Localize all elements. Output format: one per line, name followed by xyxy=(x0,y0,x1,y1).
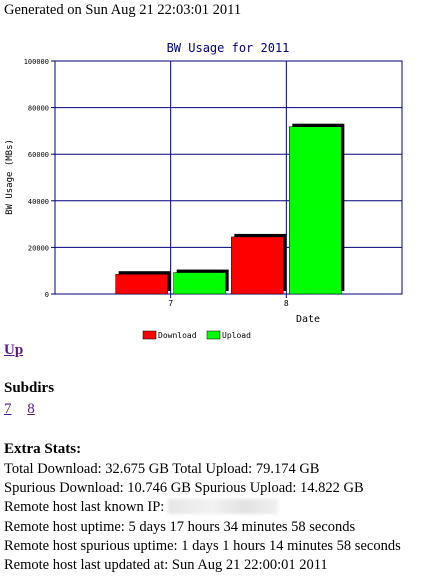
total-transfer-line: Total Download: 32.675 GB Total Upload: … xyxy=(4,461,320,477)
chart-background xyxy=(0,36,443,342)
legend-upload-label: Upload xyxy=(222,331,251,340)
last-updated-line: Remote host last updated at: Sun Aug 21 … xyxy=(4,557,328,574)
subdir-link-7[interactable]: 7 xyxy=(4,401,12,417)
bar-download-8 xyxy=(231,236,284,295)
subdirs-heading: Subdirs xyxy=(4,380,55,396)
legend-download-swatch xyxy=(142,330,157,340)
extra-stats-heading: Extra Stats: xyxy=(4,441,82,457)
legend-download-label: Download xyxy=(158,331,197,340)
y-tick-label-0: 0 xyxy=(45,291,49,299)
x-axis-label: Date xyxy=(296,314,320,325)
up-link[interactable]: Up xyxy=(4,342,24,358)
legend-upload-swatch xyxy=(206,330,221,340)
y-tick-label-2: 40000 xyxy=(28,198,49,206)
y-tick-label-5: 100000 xyxy=(24,58,49,66)
y-axis-label: BW Usage (MBs) xyxy=(5,139,15,215)
x-tick-label-8: 8 xyxy=(284,299,289,308)
x-tick-label-7: 7 xyxy=(168,299,173,308)
bars-group xyxy=(115,123,345,295)
bar-upload-8 xyxy=(289,126,342,295)
spurious-uptime-line: Remote host spurious uptime: 1 days 1 ho… xyxy=(4,537,401,554)
generated-timestamp: Generated on Sun Aug 21 22:03:01 2011 xyxy=(4,2,242,18)
uptime-line: Remote host uptime: 5 days 17 hours 34 m… xyxy=(4,518,356,535)
spurious-transfer-line: Spurious Download: 10.746 GB Spurious Up… xyxy=(4,480,364,497)
bw-usage-chart: BW Usage for 2011 0 20000 40000 60000 80000 1… xyxy=(0,36,443,342)
chart-title: BW Usage for 2011 xyxy=(167,41,290,55)
subdirs-list: 7 8 xyxy=(4,401,47,418)
bar-download-7 xyxy=(115,273,168,295)
y-tick-label-4: 80000 xyxy=(28,105,49,113)
extra-stats: Total Download: 32.675 GB Total Upload: … xyxy=(4,460,401,575)
bar-upload-7 xyxy=(173,272,226,295)
legend: Download Upload xyxy=(142,330,251,340)
plot-area xyxy=(54,60,403,295)
y-tick-labels: 0 20000 40000 60000 80000 100000 xyxy=(24,58,49,299)
y-tick-label-1: 20000 xyxy=(28,244,49,252)
subdir-link-8[interactable]: 8 xyxy=(27,401,35,417)
y-tick-label-3: 60000 xyxy=(28,151,49,159)
redacted-ip xyxy=(167,499,278,515)
last-ip-label: Remote host last known IP: xyxy=(4,499,165,516)
last-ip-line: Remote host last known IP: xyxy=(4,498,401,517)
